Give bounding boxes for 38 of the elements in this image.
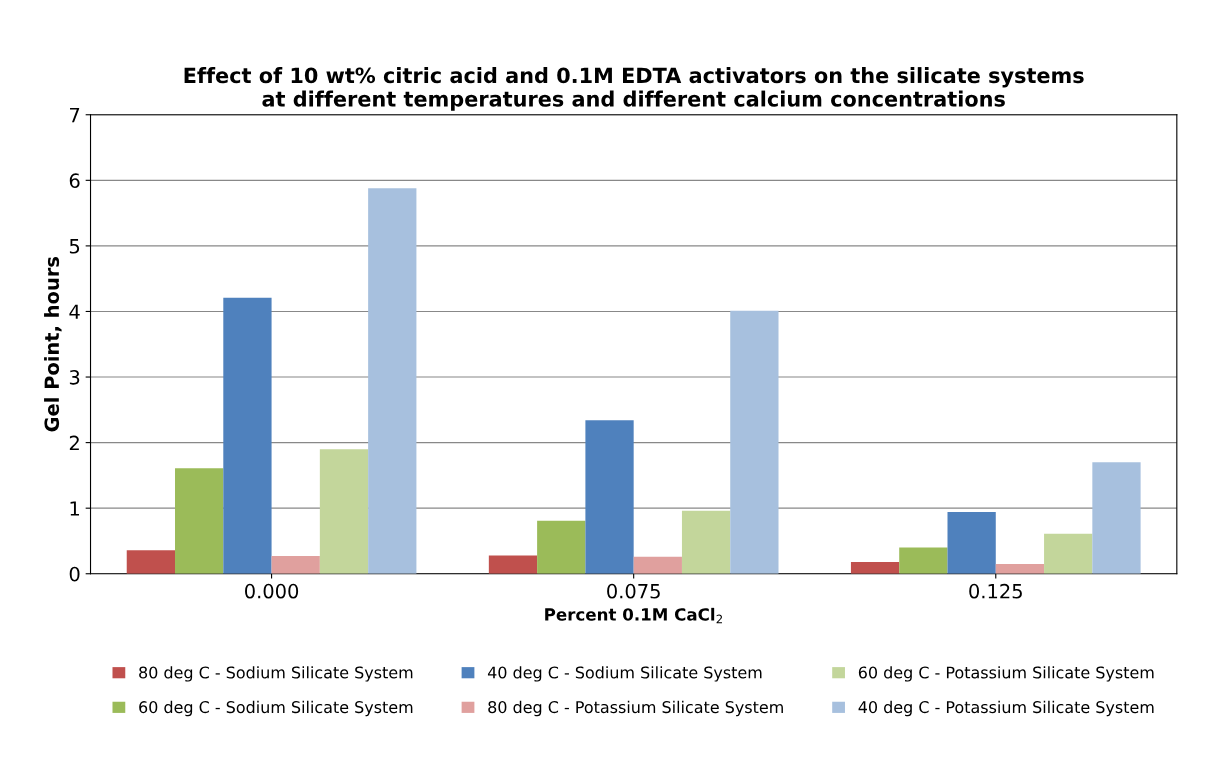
bar xyxy=(368,188,417,574)
bar xyxy=(488,555,538,574)
y-tick-label: 6 xyxy=(69,173,80,188)
y-axis-title: Gel Point, hours xyxy=(44,256,62,432)
bar xyxy=(271,556,320,574)
x-tick-label: 0.075 xyxy=(607,583,660,599)
bar xyxy=(223,297,272,574)
y-tick-label: 0 xyxy=(69,566,80,582)
y-tick-label: 3 xyxy=(69,369,80,385)
bar xyxy=(319,449,369,574)
bar xyxy=(947,512,996,574)
x-tick-label: 0.000 xyxy=(245,583,299,599)
legend-label: 40 deg C - Sodium Silicate System xyxy=(487,666,762,682)
y-tick-label: 7 xyxy=(70,107,80,123)
y-tick-label: 2 xyxy=(69,435,79,450)
legend-label: 80 deg C - Potassium Silicate System xyxy=(488,700,783,717)
bar xyxy=(126,550,176,574)
x-axis-title: Percent 0.1M CaCl$_{2}$ xyxy=(545,607,722,624)
y-tick-label: 4 xyxy=(69,304,80,319)
y-tick-label: 1 xyxy=(70,501,80,516)
legend-label: 60 deg C - Sodium Silicate System xyxy=(139,700,413,717)
bar xyxy=(175,468,224,574)
chart-title: Effect of 10 wt% citric acid and 0.1M EDTA activators on the silicate systems at different temperatures and different calcium concentrations xyxy=(184,67,1084,111)
bar xyxy=(681,510,731,574)
bar xyxy=(850,561,900,574)
bar xyxy=(730,310,779,574)
bar xyxy=(1044,533,1093,574)
bar xyxy=(537,520,586,574)
x-tick-label: 0.125 xyxy=(969,583,1022,599)
legend-label: 80 deg C - Sodium Silicate System xyxy=(139,666,413,682)
bar xyxy=(585,420,634,574)
legend-label: 60 deg C - Potassium Silicate System xyxy=(858,666,1154,682)
bar xyxy=(899,547,948,574)
y-tick-label: 5 xyxy=(69,239,80,254)
bar xyxy=(633,556,682,574)
bar xyxy=(1092,462,1141,574)
legend-label: 40 deg C - Potassium Silicate System xyxy=(858,700,1154,717)
bar xyxy=(995,563,1045,574)
